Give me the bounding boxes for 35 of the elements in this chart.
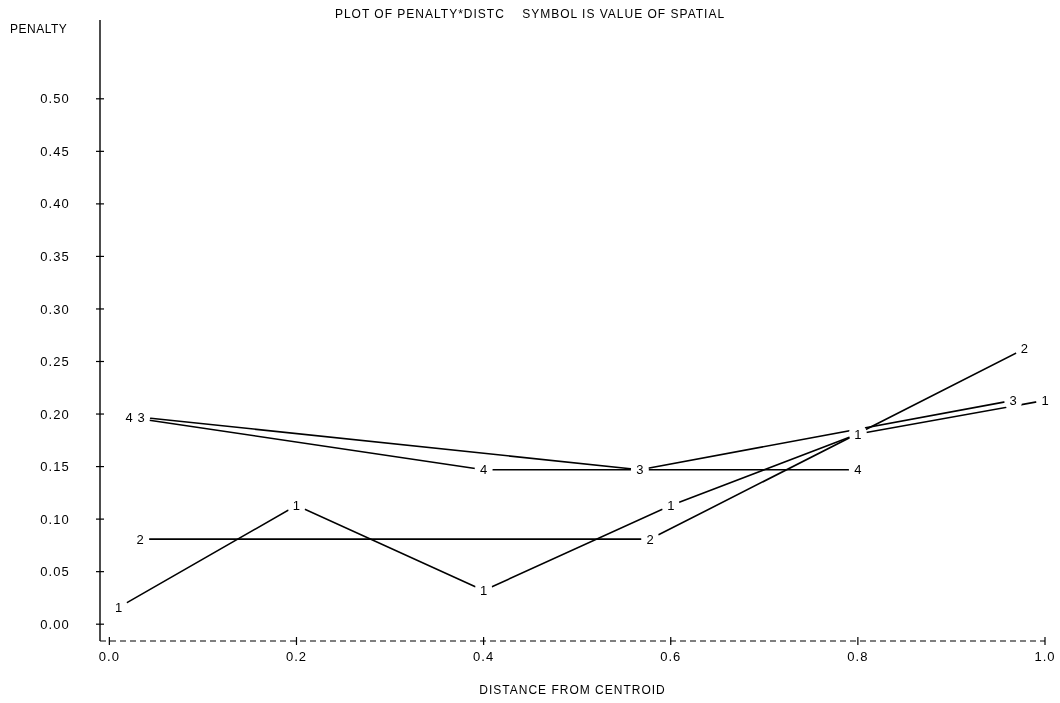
- series-label: 4: [480, 462, 488, 478]
- text: 1: [1041, 392, 1049, 408]
- y-tick-label: 0.30: [40, 301, 70, 317]
- x-tick-label: 0.0: [98, 649, 120, 664]
- x-tick-label: 0.4: [473, 649, 495, 664]
- y-tick-label: 0.00: [40, 616, 70, 632]
- chart-title: PLOT OF PENALTY*DISTC SYMBOL IS VALUE OF SPATIAL: [334, 7, 726, 21]
- x-tick-label: 1.0: [1034, 649, 1056, 664]
- x-tick-label: 0.8: [847, 649, 869, 664]
- text: 1: [480, 583, 488, 599]
- text: 2: [136, 531, 144, 547]
- series-label: 2: [1020, 341, 1029, 357]
- y-tick-label: 0.05: [40, 564, 70, 580]
- text: 4: [854, 462, 862, 478]
- text: 4: [125, 409, 133, 425]
- x-tick-label: 0.6: [660, 649, 682, 664]
- text: 1: [854, 426, 862, 442]
- y-tick-label: 0.15: [40, 459, 70, 475]
- x-axis-title: DISTANCE FROM CENTROID: [479, 683, 666, 697]
- y-tick-label: 0.45: [40, 143, 70, 159]
- y-axis-title: PENALTY: [10, 22, 68, 36]
- y-tick-label: 0.10: [40, 511, 70, 527]
- y-tick-label: 0.50: [40, 91, 70, 107]
- y-tick-label: 0.40: [40, 196, 70, 212]
- x-tick-label: 0.2: [285, 649, 308, 664]
- text: 3: [137, 409, 145, 425]
- y-tick-label: 0.20: [40, 406, 70, 422]
- series-label: 3: [1009, 392, 1017, 408]
- text: 1: [115, 599, 123, 615]
- y-tick-label: 0.35: [40, 248, 70, 264]
- y-tick-label: 0.25: [40, 354, 70, 370]
- text: 1: [667, 498, 675, 513]
- text: 3: [636, 462, 644, 478]
- text: 2: [646, 531, 654, 547]
- series-label: 1: [292, 498, 301, 513]
